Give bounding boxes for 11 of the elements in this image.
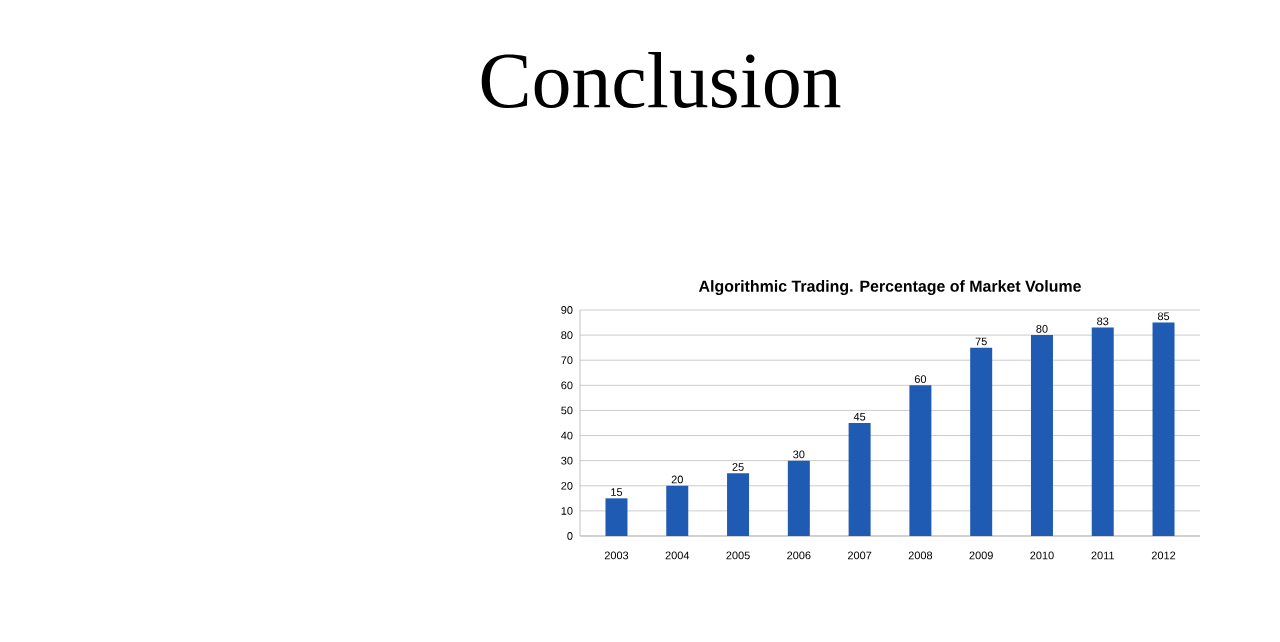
bar [1152, 322, 1175, 536]
bar [1030, 335, 1053, 536]
bar [605, 498, 628, 536]
text: Conclusion [481, 51, 841, 109]
bar [666, 485, 689, 536]
bar [848, 423, 871, 536]
bar [970, 347, 993, 536]
bar [787, 460, 810, 536]
bar [1091, 327, 1114, 536]
bar [727, 473, 750, 536]
bar [909, 385, 932, 536]
